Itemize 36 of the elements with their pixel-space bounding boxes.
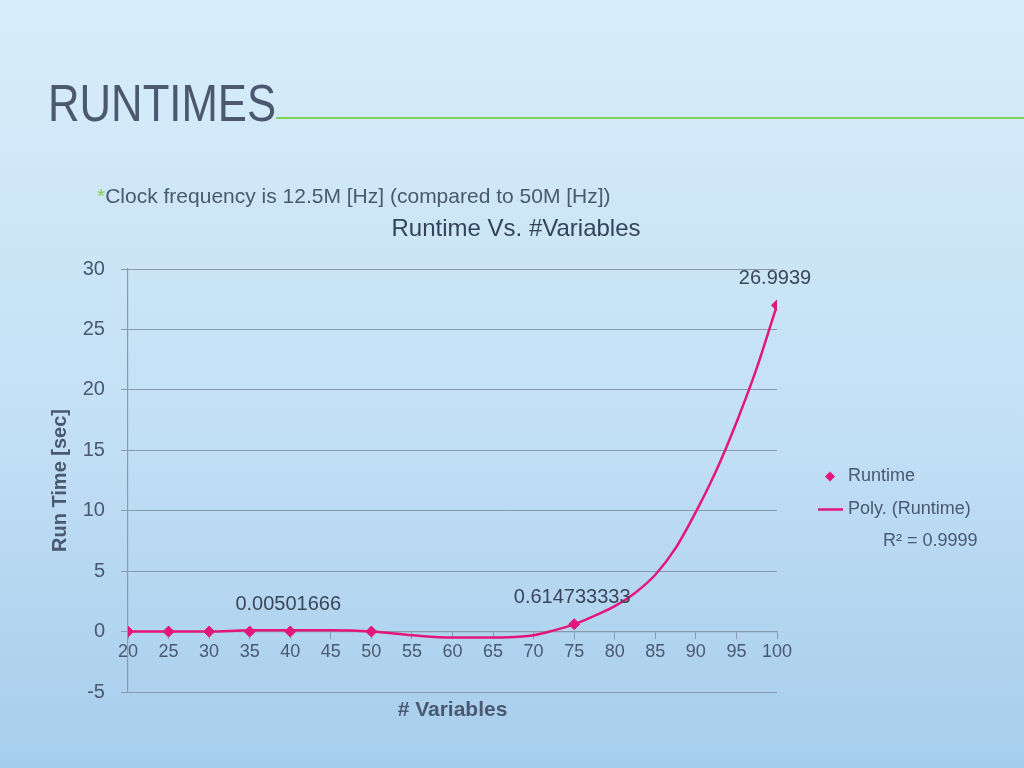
x-tick-label: 50 [361,641,382,662]
data-label: 0.00501666 [235,592,342,615]
x-tick-label: 95 [726,641,747,662]
x-tick-label: 60 [442,641,463,662]
x-tick-label: 70 [523,641,544,662]
legend-label: Poly. (Runtime) [848,498,971,519]
y-tick-label: -5 [87,679,105,702]
legend-label: Runtime [848,465,916,486]
text: R² = 0.9999 [883,530,978,551]
chart-title: RUNTIMES [48,74,277,132]
data-label: 0.614733333 [513,584,631,607]
y-tick-label: 20 [82,377,105,400]
y-tick-label: 30 [82,256,105,279]
x-tick-label: 100 [761,641,793,662]
y-tick-label: 25 [82,316,105,339]
chart-subtitle: Runtime Vs. #Variables [391,213,641,241]
x-tick-label: 75 [564,641,585,662]
x-tick-label: 85 [645,641,666,662]
y-axis-title: Run Time [sec] [47,409,70,552]
y-tick-label: 10 [82,498,105,521]
y-tick-label: 15 [82,437,105,460]
y-tick-label: 0 [93,619,105,642]
x-tick-label: 55 [401,641,422,662]
x-tick-label: 20 [117,641,139,662]
x-tick-label: 90 [685,641,706,662]
x-tick-label: 40 [280,641,301,662]
y-tick-label: 5 [93,558,105,581]
data-label: 26.9939 [738,265,812,288]
x-tick-label: 35 [239,641,260,662]
x-tick-label: 25 [158,641,179,662]
x-axis-title: # Variables [397,696,508,720]
x-tick-label: 80 [604,641,625,662]
x-tick-label: 65 [483,641,504,662]
x-tick-label: 30 [199,641,220,662]
x-tick-label: 45 [320,641,341,662]
text: *Clock frequency is 12.5M [Hz] (compared to 50M [Hz]) [97,184,611,207]
